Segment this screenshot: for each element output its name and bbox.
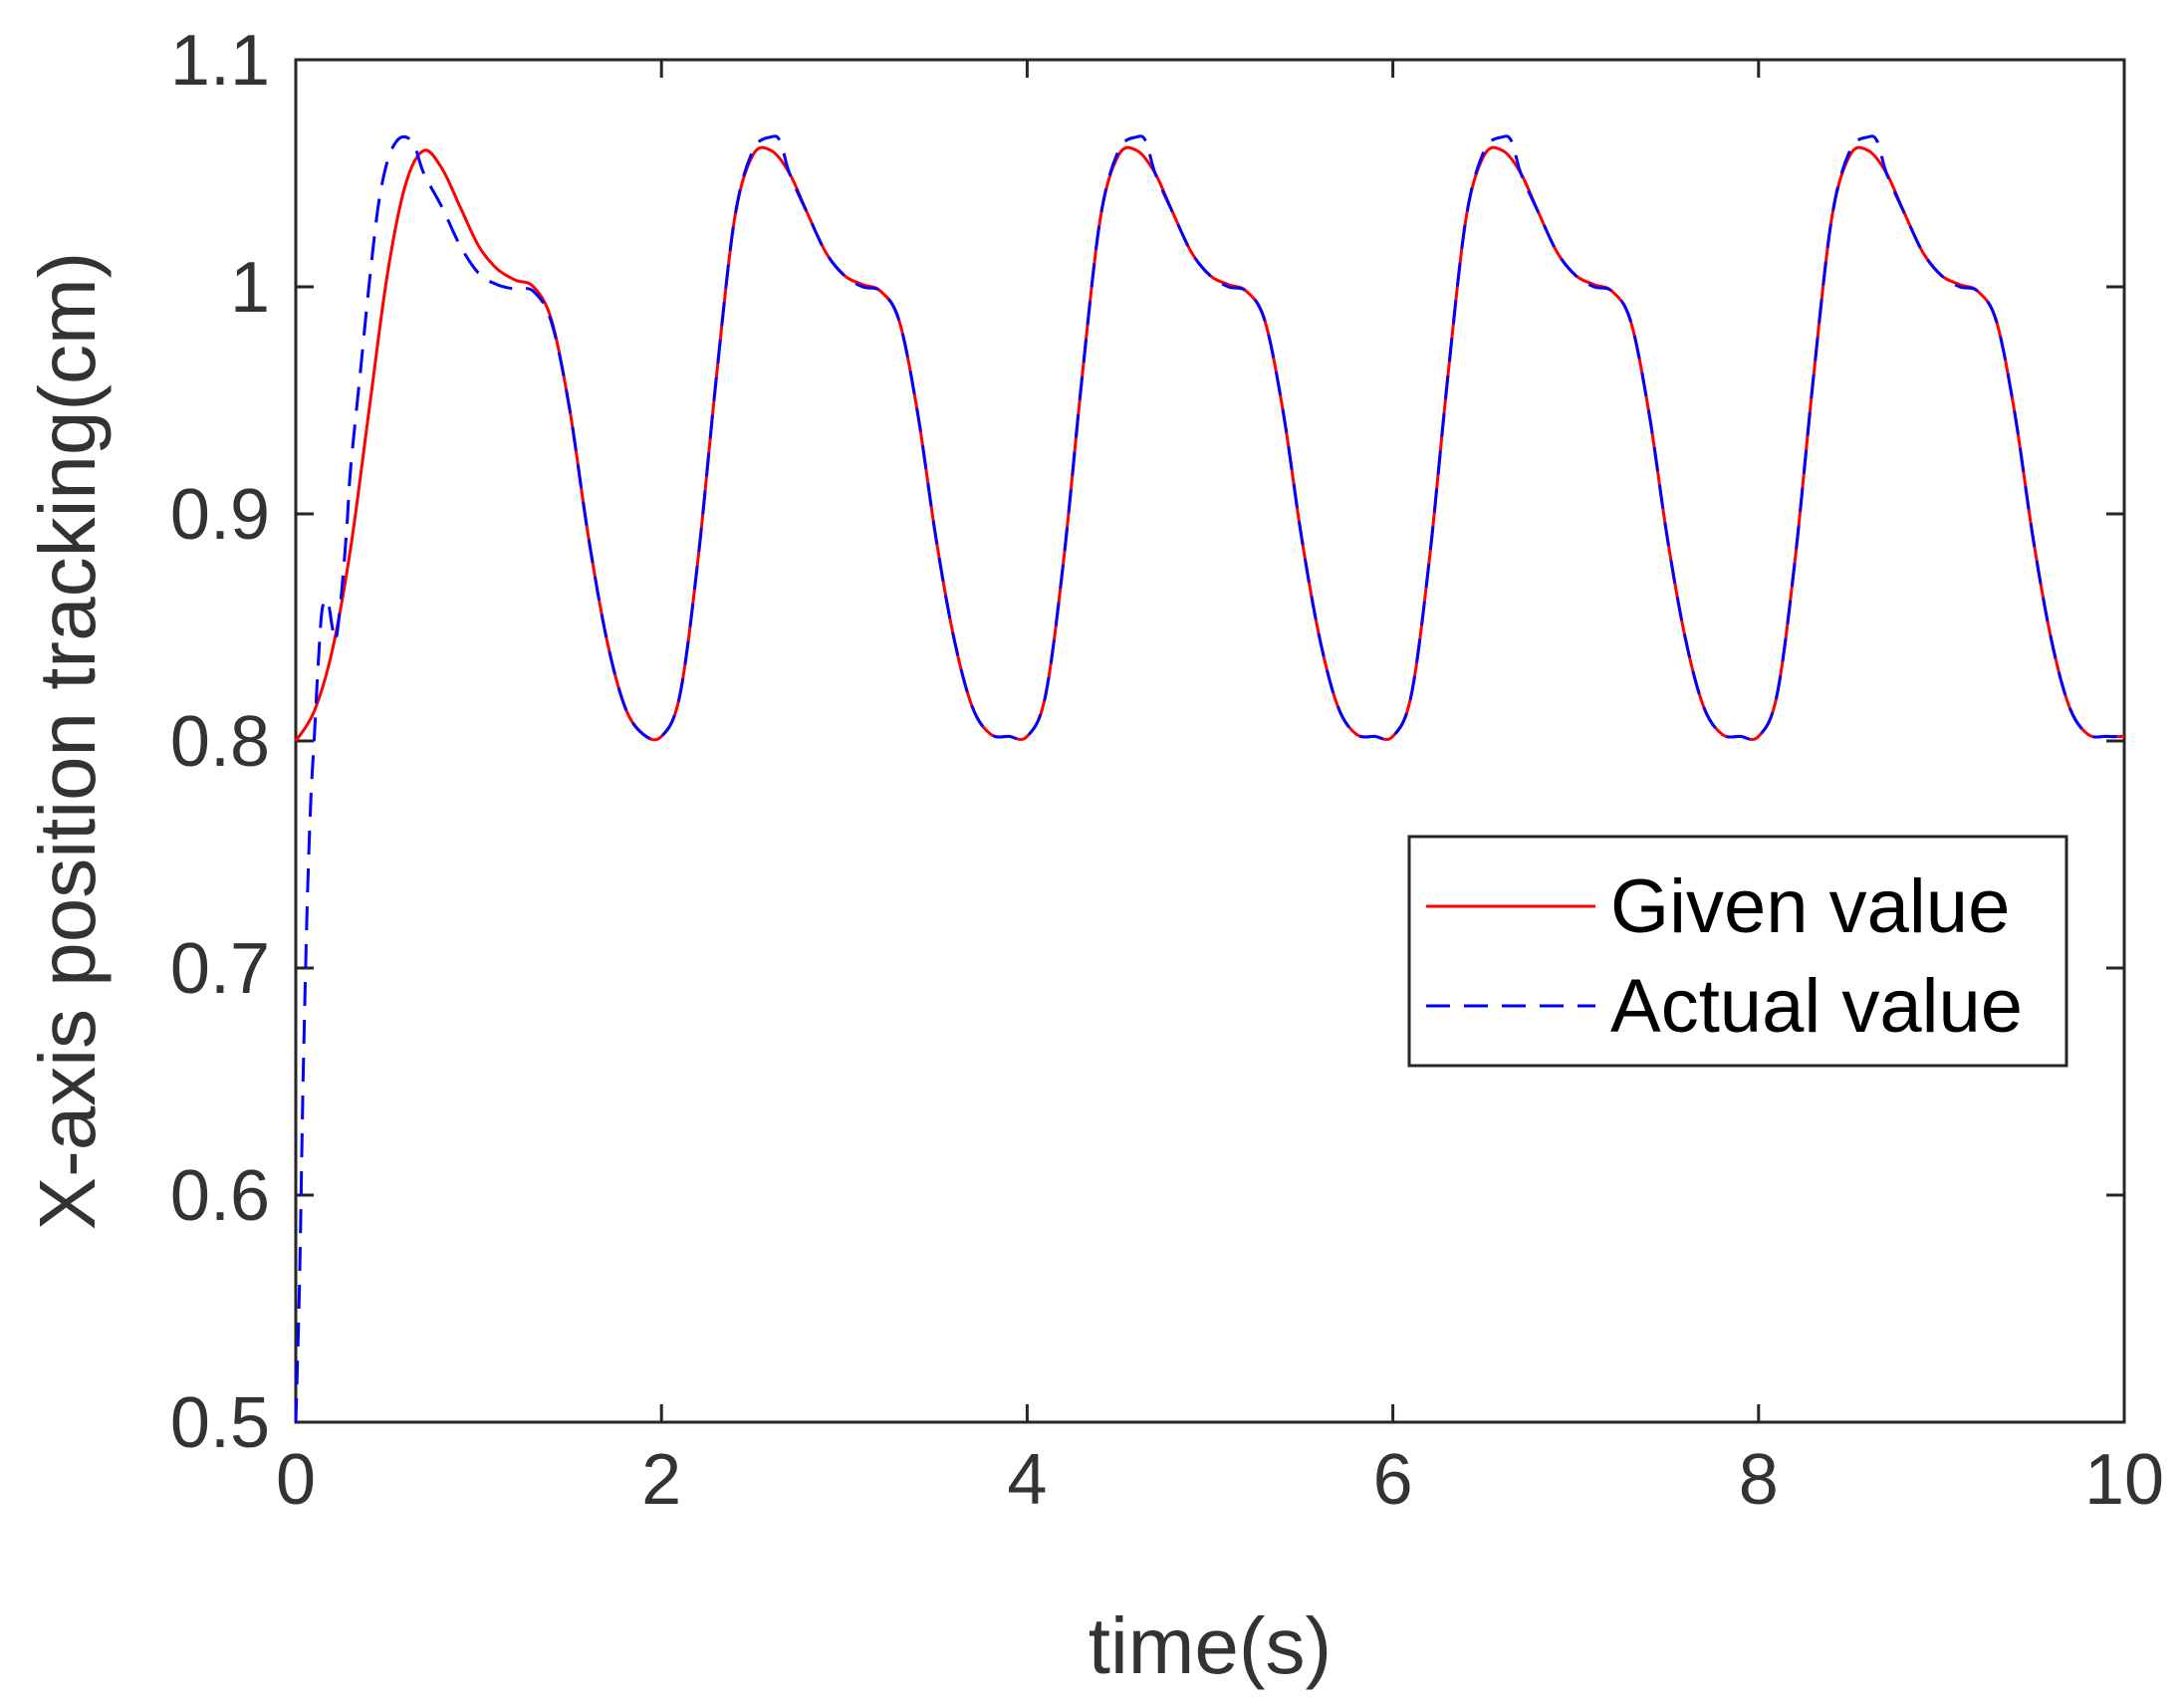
y-tick-label: 1.1 [170, 21, 270, 101]
x-tick-label: 6 [1373, 1440, 1413, 1520]
x-tick-label: 8 [1739, 1440, 1779, 1520]
y-tick-label: 0.9 [170, 475, 270, 555]
x-tick-label: 4 [1007, 1440, 1047, 1520]
legend-box [1407, 835, 2068, 1068]
series-lines [294, 134, 2125, 1423]
plot-area [294, 58, 2126, 1424]
legend-given-value-label: Given value [1610, 864, 2010, 949]
y-axis-title: X-axis position tracking(cm) [23, 252, 112, 1231]
x-tick-label: 2 [641, 1440, 681, 1520]
legend-actual-value-label: Actual value [1610, 964, 2023, 1049]
axis-ticks [294, 58, 2126, 1424]
series-line-actual-value [294, 134, 2125, 1423]
x-tick-label: 10 [2084, 1440, 2164, 1520]
y-tick-label: 0.7 [170, 929, 270, 1009]
y-tick-label: 0.5 [170, 1383, 270, 1463]
tick-labels: 0 2 4 6 8 10 0.5 0.6 0.7 0.8 0.9 1 1.1 [170, 21, 2164, 1520]
x-axis-title: time(s) [1089, 1601, 1332, 1690]
y-tick-label: 0.8 [170, 702, 270, 782]
x-tick-label: 0 [276, 1440, 316, 1520]
y-tick-label: 1 [230, 248, 270, 328]
y-tick-label: 0.6 [170, 1156, 270, 1236]
legend: Given value Actual value [1407, 835, 2068, 1068]
